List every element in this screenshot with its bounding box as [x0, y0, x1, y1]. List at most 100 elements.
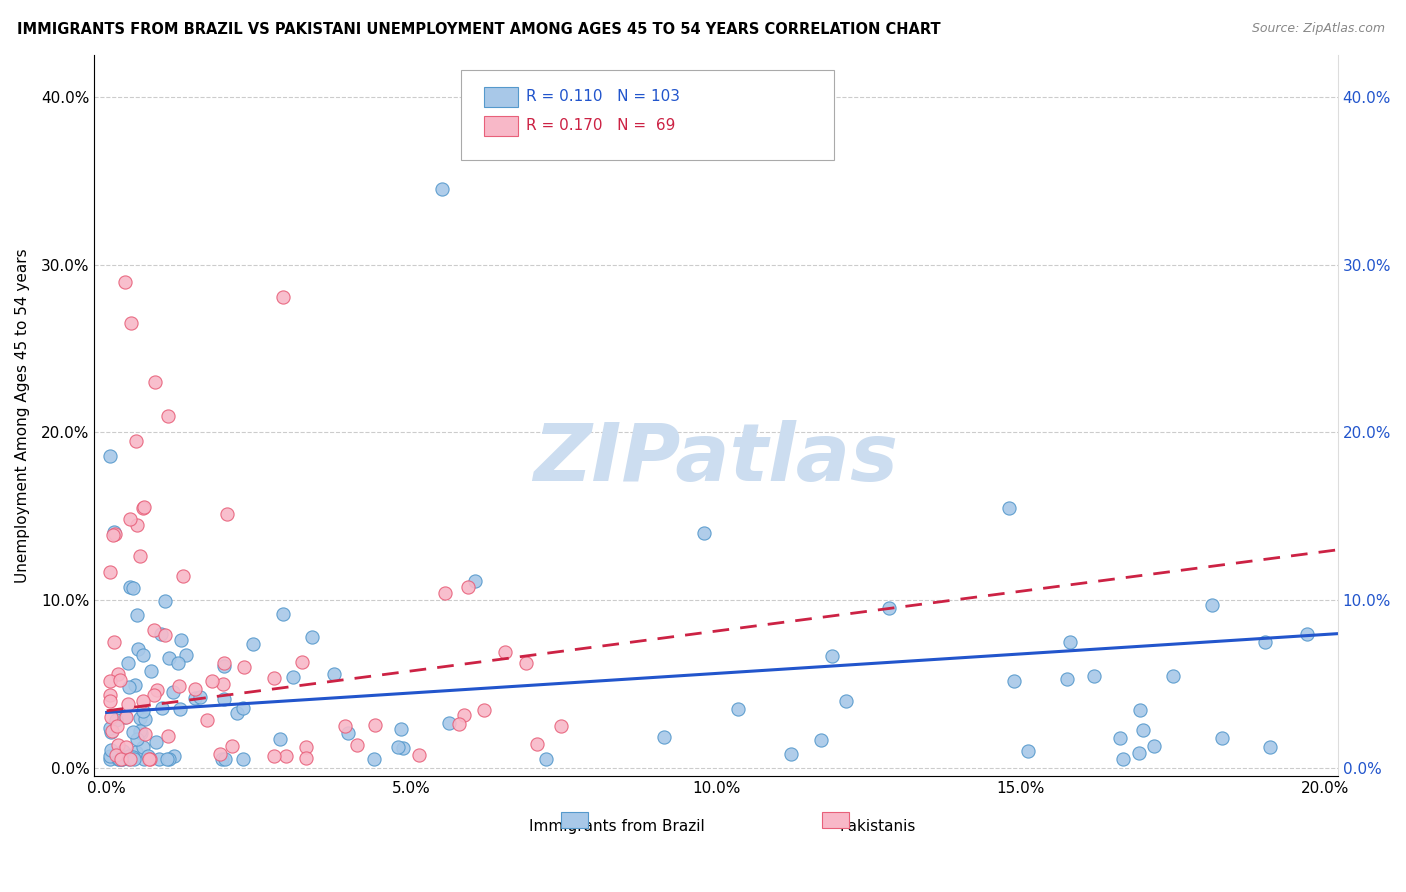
Point — [122, 751, 145, 765]
Point — [389, 722, 412, 736]
Text: R = 0.110   N = 103: R = 0.110 N = 103 — [526, 88, 681, 103]
Point — [434, 586, 457, 600]
Point — [117, 697, 139, 711]
Point — [212, 659, 235, 673]
Point — [108, 752, 131, 766]
Point — [221, 739, 243, 753]
Point — [117, 656, 139, 670]
FancyBboxPatch shape — [461, 70, 834, 160]
Point — [346, 739, 368, 753]
Point — [120, 752, 142, 766]
FancyBboxPatch shape — [821, 813, 849, 828]
Point — [333, 719, 356, 733]
Text: ZIPatlas: ZIPatlas — [533, 420, 898, 498]
Text: R = 0.170   N =  69: R = 0.170 N = 69 — [526, 118, 675, 133]
Point — [472, 703, 495, 717]
Point — [197, 714, 219, 728]
Point — [337, 726, 360, 740]
Point — [111, 752, 134, 766]
Point — [105, 748, 128, 763]
Point — [810, 732, 832, 747]
Point — [821, 648, 844, 663]
Point — [263, 671, 285, 685]
Point — [294, 740, 316, 755]
Point — [132, 693, 155, 707]
Point — [103, 525, 125, 540]
Point — [1112, 752, 1135, 766]
Point — [271, 290, 294, 304]
Point — [111, 752, 134, 766]
Point — [155, 628, 177, 642]
Point — [1017, 744, 1039, 758]
Point — [100, 710, 122, 724]
Point — [101, 723, 124, 738]
Point — [281, 670, 304, 684]
Point — [449, 717, 471, 731]
Point — [201, 673, 224, 688]
Point — [215, 507, 238, 521]
Point — [211, 752, 233, 766]
Point — [174, 648, 197, 663]
Point — [693, 526, 716, 541]
Point — [98, 752, 121, 766]
Point — [132, 648, 155, 662]
Point — [184, 682, 207, 697]
Point — [162, 685, 184, 699]
Point — [290, 655, 312, 669]
Point — [156, 409, 179, 423]
Point — [835, 694, 858, 708]
Point — [127, 517, 149, 532]
Point — [263, 748, 285, 763]
FancyBboxPatch shape — [484, 116, 519, 136]
Point — [107, 667, 129, 681]
Point — [128, 723, 150, 738]
Point — [167, 656, 190, 670]
Point — [550, 719, 572, 733]
Point — [103, 528, 125, 542]
Point — [464, 574, 486, 589]
Point — [98, 674, 121, 689]
Point — [98, 694, 121, 708]
Point — [129, 711, 152, 725]
Point — [232, 701, 254, 715]
Point — [1059, 635, 1081, 649]
Point — [1128, 746, 1150, 760]
Point — [98, 748, 121, 763]
Point — [364, 718, 387, 732]
Point — [1132, 723, 1154, 737]
Point — [727, 702, 749, 716]
Point — [169, 632, 191, 647]
Point — [1211, 731, 1233, 746]
Point — [105, 714, 128, 728]
Point — [100, 743, 122, 757]
Point — [136, 749, 159, 764]
Point — [1083, 668, 1105, 682]
Point — [153, 594, 176, 608]
Point — [1056, 672, 1078, 686]
Point — [104, 527, 127, 541]
Point — [118, 580, 141, 594]
Point — [110, 673, 132, 687]
Text: Immigrants from Brazil: Immigrants from Brazil — [529, 820, 704, 834]
Point — [132, 500, 155, 514]
Point — [457, 580, 479, 594]
Point — [134, 727, 156, 741]
Point — [1108, 731, 1130, 745]
Point — [172, 568, 194, 582]
Point — [1258, 740, 1281, 755]
Point — [157, 651, 180, 665]
Point — [107, 719, 129, 733]
Point — [494, 644, 516, 658]
FancyBboxPatch shape — [484, 87, 519, 107]
Point — [779, 747, 801, 761]
Point — [1161, 668, 1184, 682]
Point — [141, 664, 163, 678]
Point — [145, 375, 167, 389]
Point — [392, 740, 415, 755]
Point — [134, 712, 156, 726]
Point — [118, 749, 141, 764]
Point — [98, 688, 121, 702]
Point — [132, 740, 155, 755]
Point — [118, 680, 141, 694]
Point — [184, 691, 207, 706]
